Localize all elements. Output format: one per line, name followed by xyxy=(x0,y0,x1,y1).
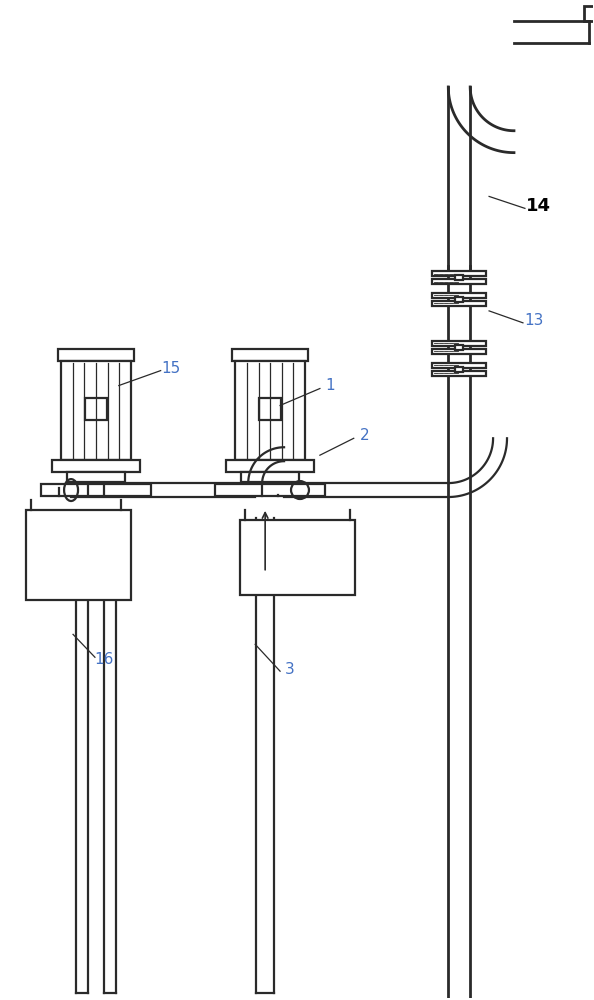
Text: 3: 3 xyxy=(285,662,295,677)
Bar xyxy=(85,398,107,420)
Bar xyxy=(259,398,282,420)
Text: 15: 15 xyxy=(161,361,180,376)
Text: 14: 14 xyxy=(526,197,551,215)
Bar xyxy=(432,371,486,376)
Bar xyxy=(432,363,486,368)
Text: 16: 16 xyxy=(94,652,113,667)
Bar xyxy=(232,349,308,361)
Bar xyxy=(432,341,486,346)
Bar xyxy=(241,472,299,482)
Bar xyxy=(432,279,486,284)
Bar xyxy=(455,297,463,302)
Bar xyxy=(240,520,355,595)
Bar xyxy=(26,510,131,600)
Bar xyxy=(58,349,134,361)
Bar xyxy=(61,361,131,460)
Bar xyxy=(455,345,463,350)
Bar xyxy=(52,460,140,472)
Bar xyxy=(432,349,486,354)
Bar xyxy=(455,275,463,280)
Bar xyxy=(67,472,125,482)
Bar xyxy=(432,293,486,298)
Bar xyxy=(455,367,463,372)
Bar xyxy=(216,484,325,496)
Bar xyxy=(226,460,314,472)
Text: 2: 2 xyxy=(360,428,369,443)
Bar xyxy=(235,361,305,460)
Text: 1: 1 xyxy=(325,378,334,393)
Bar xyxy=(41,484,151,496)
Bar xyxy=(584,6,594,21)
Text: 13: 13 xyxy=(524,313,544,328)
Bar xyxy=(432,271,486,276)
Bar xyxy=(432,301,486,306)
